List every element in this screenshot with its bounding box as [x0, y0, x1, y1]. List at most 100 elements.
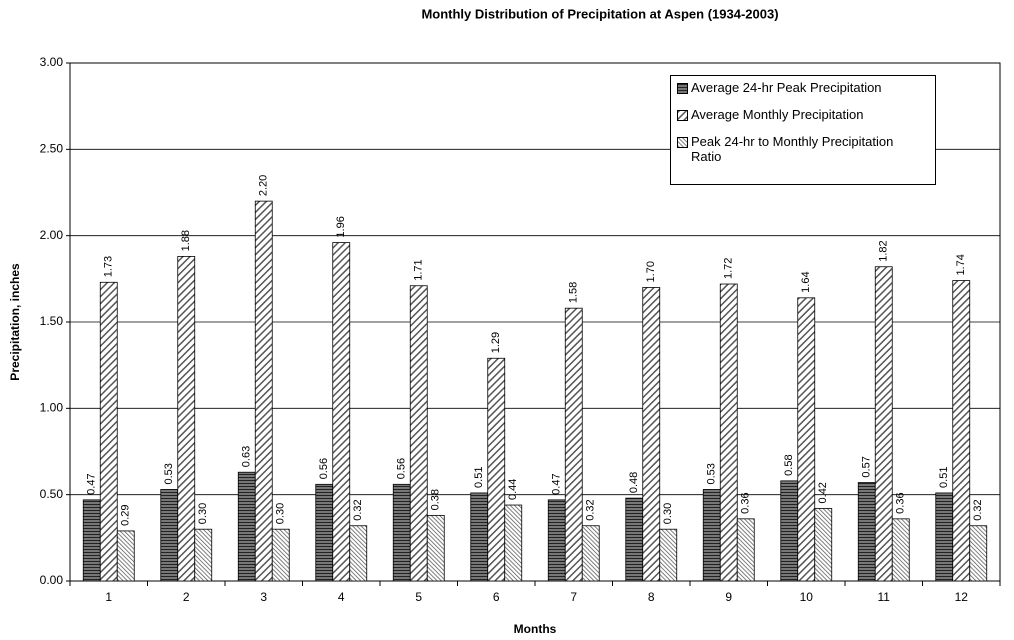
- data-label: 0.51: [938, 467, 950, 488]
- data-label: 0.38: [430, 489, 442, 510]
- x-tick-label: 5: [415, 590, 422, 604]
- bar: [874, 266, 893, 582]
- x-tick-label: 10: [800, 590, 814, 604]
- data-label: 1.58: [568, 282, 580, 303]
- data-label: 1.72: [723, 258, 735, 279]
- data-label: 1.88: [180, 230, 192, 251]
- data-label: 1.96: [335, 216, 347, 237]
- data-label: 0.30: [275, 503, 287, 524]
- data-label: 0.53: [163, 463, 175, 484]
- data-label: 1.73: [103, 256, 115, 277]
- legend-item: Average Monthly Precipitation: [677, 107, 929, 122]
- chart-title: Monthly Distribution of Precipitation at…: [421, 6, 778, 21]
- data-label: 0.57: [861, 456, 873, 477]
- bar: [160, 489, 179, 582]
- data-label: 1.71: [413, 259, 425, 280]
- legend-label: Average 24-hr Peak Precipitation: [691, 80, 882, 95]
- bar: [547, 499, 566, 582]
- bar: [625, 497, 644, 582]
- bar: [581, 525, 600, 582]
- bar: [659, 528, 678, 582]
- bar: [254, 200, 273, 582]
- bar: [392, 483, 411, 582]
- x-tick-label: 8: [648, 590, 655, 604]
- legend-swatch-fill: [678, 84, 687, 93]
- y-tick-label: 1.50: [40, 314, 64, 328]
- data-label: 0.56: [318, 458, 330, 479]
- bar: [891, 518, 910, 582]
- bar: [857, 482, 876, 582]
- bar: [470, 492, 489, 582]
- x-tick-label: 6: [493, 590, 500, 604]
- bar: [177, 255, 196, 582]
- y-tick-label: 0.50: [40, 487, 64, 501]
- x-tick-label: 3: [260, 590, 267, 604]
- legend-label: Average Monthly Precipitation: [691, 107, 864, 122]
- data-label: 0.58: [783, 454, 795, 475]
- bar: [642, 287, 661, 582]
- bar: [271, 528, 290, 582]
- legend: Average 24-hr Peak Precipitation Average …: [670, 75, 936, 185]
- bar: [349, 525, 368, 582]
- data-label: 0.42: [817, 482, 829, 503]
- data-label: 0.30: [197, 503, 209, 524]
- bar: [315, 483, 334, 582]
- data-label: 2.20: [258, 175, 270, 196]
- bar: [409, 285, 428, 582]
- bar: [426, 514, 445, 582]
- data-label: 1.64: [800, 271, 812, 292]
- legend-swatch: [677, 137, 688, 148]
- data-label: 0.36: [740, 492, 752, 513]
- bar: [116, 530, 135, 582]
- legend-item: Peak 24-hr to Monthly Precipitation Rati…: [677, 134, 929, 164]
- y-axis-title: Precipitation, inches: [8, 263, 22, 381]
- x-tick-label: 4: [338, 590, 345, 604]
- data-label: 1.82: [878, 240, 890, 261]
- bar: [702, 489, 721, 582]
- data-label: 0.32: [352, 499, 364, 520]
- bar: [487, 357, 506, 582]
- data-label: 0.51: [473, 467, 485, 488]
- bar: [719, 283, 738, 582]
- data-label: 0.47: [86, 473, 98, 494]
- y-tick-label: 2.00: [40, 228, 64, 242]
- x-tick-label: 7: [570, 590, 577, 604]
- y-tick-label: 3.00: [40, 55, 64, 69]
- bar: [814, 508, 833, 582]
- data-label: 0.29: [120, 505, 132, 526]
- legend-swatch-fill: [678, 111, 687, 120]
- legend-swatch: [677, 110, 688, 121]
- data-label: 1.29: [490, 332, 502, 353]
- data-label: 0.44: [507, 479, 519, 500]
- x-tick-label: 11: [878, 590, 891, 604]
- data-label: 0.30: [662, 503, 674, 524]
- x-tick-label: 9: [725, 590, 732, 604]
- bar: [969, 525, 988, 582]
- data-label: 1.74: [955, 254, 967, 275]
- x-axis-title: Months: [514, 622, 557, 636]
- bar: [82, 499, 101, 582]
- bar: [952, 280, 971, 582]
- bar: [237, 471, 256, 582]
- bar: [797, 297, 816, 582]
- data-label: 0.56: [396, 458, 408, 479]
- data-label: 0.48: [628, 472, 640, 493]
- y-tick-label: 2.50: [40, 142, 64, 156]
- bar: [780, 480, 799, 582]
- data-label: 0.32: [972, 499, 984, 520]
- bar: [564, 307, 583, 582]
- bar: [194, 528, 213, 582]
- bar: [99, 281, 118, 582]
- x-tick-label: 2: [183, 590, 190, 604]
- bar: [935, 492, 954, 582]
- x-tick-label: 1: [105, 590, 112, 604]
- data-label: 0.32: [585, 499, 597, 520]
- legend-label: Peak 24-hr to Monthly Precipitation Rati…: [691, 134, 894, 164]
- data-label: 1.70: [645, 261, 657, 282]
- bar: [332, 242, 351, 582]
- legend-swatch-fill: [678, 138, 687, 147]
- legend-item: Average 24-hr Peak Precipitation: [677, 80, 929, 95]
- legend-swatch: [677, 83, 688, 94]
